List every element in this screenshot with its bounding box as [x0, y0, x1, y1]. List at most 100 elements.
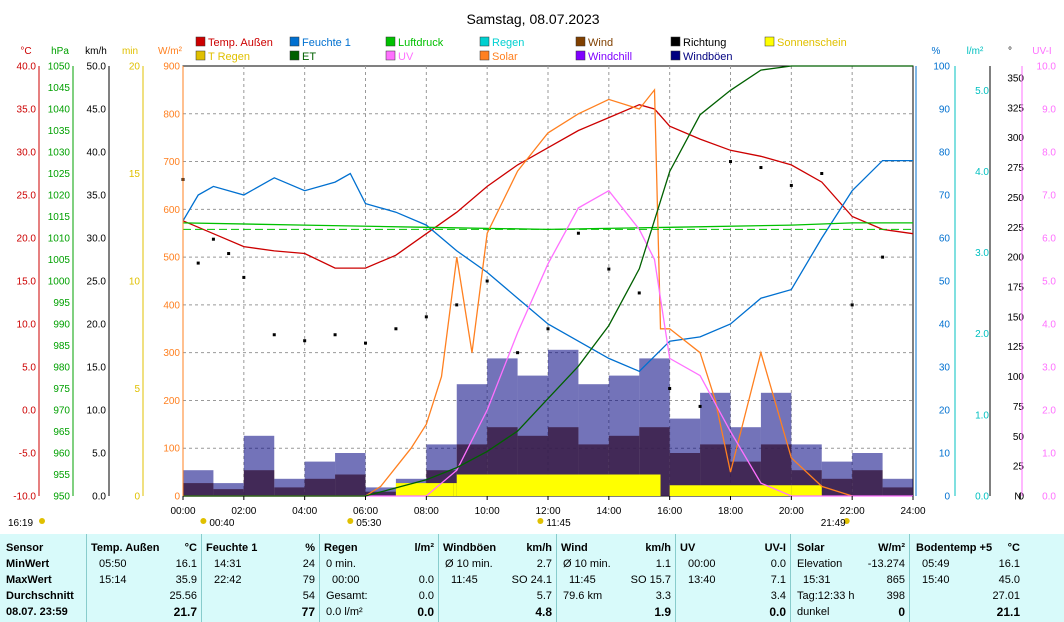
direction-point: [850, 303, 854, 307]
left-axis-4-tick-label: 600: [163, 205, 180, 216]
left-axis-3-tick-label: 20: [129, 62, 141, 73]
sunshine-bar: [791, 485, 822, 496]
left-axis-1-tick-label: 1050: [48, 62, 71, 73]
right-axis-2-tick-label: 0: [1018, 492, 1024, 503]
wind-current: 1.9: [654, 605, 671, 619]
uv-line: [183, 189, 913, 497]
windb-en-bar: [669, 418, 701, 496]
windb-en-bar: [274, 478, 305, 496]
left-axis-3-tick-label: 15: [129, 169, 141, 180]
left-axis-1-unit-label: hPa: [51, 46, 69, 57]
x-tick-label: 22:00: [840, 506, 865, 517]
left-axis-0-tick-label: 5.0: [22, 363, 36, 374]
left-axis-4-tick-label: 300: [163, 348, 180, 359]
left-axis-1-tick-label: 965: [53, 427, 70, 438]
hdr-bodentemp-unit: °C: [1007, 542, 1020, 554]
left-axis-1-tick-label: 1000: [48, 277, 71, 288]
right-axis-0-unit-label: %: [932, 46, 941, 57]
left-axis-0-tick-label: 10.0: [17, 320, 37, 331]
left-axis-2-tick-label: 45.0: [87, 105, 107, 116]
hdr-regen-unit: l/m²: [414, 542, 434, 554]
regen-duration: 0 min.: [326, 558, 356, 570]
left-axis-1-tick-label: 1035: [48, 126, 71, 137]
legend-swatch-t-regen: [195, 50, 206, 61]
right-axis-0-tick-label: 60: [939, 234, 951, 245]
direction-point: [789, 183, 793, 187]
windb-en-bar: [882, 478, 913, 496]
left-axis-1-tick-label: 1025: [48, 169, 71, 180]
right-axis-3-tick-label: 1.0: [1042, 449, 1056, 460]
feuchte-min: 24: [302, 558, 315, 570]
left-axis-1-tick-label: 990: [53, 320, 70, 331]
direction-point: [820, 172, 824, 175]
left-axis-2-tick-label: 25.0: [87, 277, 107, 288]
solar-elevation: -13.274: [867, 558, 905, 570]
wind-max-time: 11:45: [569, 574, 596, 586]
legend-label-uv: UV: [398, 51, 414, 63]
left-axis-0-tick-label: -10.0: [13, 492, 36, 503]
legend-label-windchill: Windchill: [588, 51, 632, 63]
left-axis-2-tick-label: 20.0: [87, 320, 107, 331]
legend-label-solar: Solar: [492, 51, 518, 63]
right-axis-1-tick-label: 2.0: [975, 329, 989, 340]
left-axis-4-tick-label: 700: [163, 157, 180, 168]
boden-max: 45.0: [998, 574, 1020, 586]
legend-label-windb-en: Windböen: [683, 51, 733, 63]
right-axis-3-tick-label: 4.0: [1042, 320, 1056, 331]
solar-state: dunkel: [797, 606, 830, 618]
direction-point: [303, 339, 307, 343]
solar-avg: 398: [886, 590, 905, 602]
sun-marker-time: 11:45: [546, 518, 571, 529]
right-axis-2-tick-label: 100: [1007, 372, 1024, 383]
direction-point: [485, 279, 489, 283]
sunshine-bar: [395, 483, 454, 496]
boden-avg: 27.01: [992, 590, 1020, 602]
feuchte-max-time: 22:42: [214, 574, 242, 586]
temp-au-en-line: [182, 104, 914, 269]
degree-axis-north-label: N: [1014, 492, 1021, 503]
left-axis-1-tick-label: 1010: [48, 234, 71, 245]
wind-max: SO 15.7: [630, 574, 671, 586]
right-axis-0-tick-label: 40: [939, 320, 951, 331]
x-tick-label: 06:00: [353, 506, 378, 517]
left-axis-2-tick-label: 40.0: [87, 148, 107, 159]
stats-col-uv: UV UV-I 00:00 0.0 13:40 7.1 3.4 0.0: [676, 534, 791, 622]
right-axis-2-tick-label: 300: [1007, 133, 1024, 144]
right-axis-2-tick-label: 175: [1007, 282, 1024, 293]
hdr-windboeen-unit: km/h: [526, 542, 552, 554]
boeen-current: 4.8: [535, 605, 552, 619]
x-tick-label: 14:00: [596, 506, 621, 517]
legend-label-temp-au-en: Temp. Außen: [208, 37, 273, 49]
left-axis-1-tick-label: 1045: [48, 83, 71, 94]
hdr-wind-unit: km/h: [645, 542, 671, 554]
right-axis-3-tick-label: 6.0: [1042, 234, 1056, 245]
x-tick-label: 08:00: [414, 506, 439, 517]
right-axis-2-tick-label: 50: [1013, 432, 1025, 443]
right-axis-3-tick-label: 8.0: [1042, 148, 1056, 159]
stats-table: Sensor MinWert MaxWert Durchschnitt 08.0…: [0, 534, 1064, 622]
left-axis-2-tick-label: 5.0: [92, 449, 106, 460]
direction-point: [227, 252, 231, 256]
feuchte-min-time: 14:31: [214, 558, 242, 570]
sun-marker-time: 16:19: [8, 518, 33, 529]
direction-point: [516, 351, 520, 355]
left-axis-1-tick-label: 1040: [48, 105, 71, 116]
direction-point: [196, 261, 200, 265]
legend-label-regen: Regen: [492, 37, 524, 49]
direction-point: [759, 166, 763, 170]
direction-point: [729, 160, 732, 164]
left-axis-1-tick-label: 985: [53, 341, 70, 352]
left-axis-1-tick-label: 975: [53, 384, 70, 395]
solar-daylength: Tag:12:33 h: [797, 590, 855, 602]
right-axis-3-unit-label: UV-I: [1032, 46, 1051, 57]
left-axis-3-tick-label: 10: [129, 277, 141, 288]
hdr-regen: Regen: [324, 542, 358, 554]
right-axis-3-tick-label: 3.0: [1042, 363, 1056, 374]
left-axis-4-tick-label: 900: [163, 62, 180, 73]
legend-swatch-et: [289, 50, 300, 61]
right-axis-3-tick-label: 9.0: [1042, 105, 1056, 116]
sunshine-bar: [453, 483, 457, 496]
windb-en-bar: [760, 392, 792, 496]
x-tick-label: 24:00: [900, 506, 925, 517]
label-min: MinWert: [6, 558, 50, 570]
